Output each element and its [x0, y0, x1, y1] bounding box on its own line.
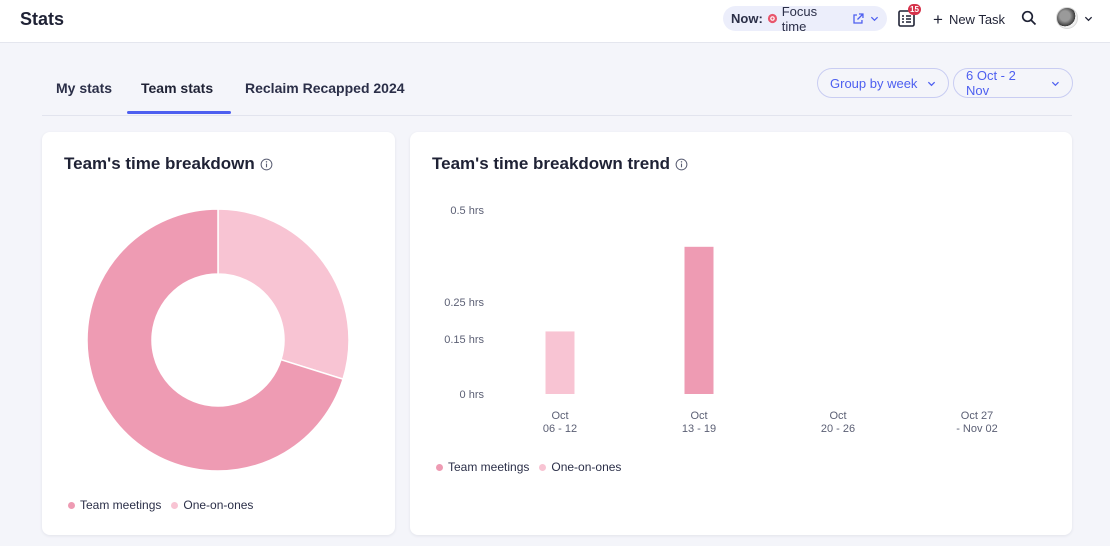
legend-swatch — [68, 501, 75, 509]
planner-icon[interactable] — [897, 8, 917, 28]
x-tick-label: 06 - 12 — [543, 423, 577, 435]
legend-swatch — [171, 501, 179, 509]
stats-tabs: My stats Team stats Reclaim Recapped 202… — [42, 70, 1072, 116]
legend-item-one-on-ones: One-on-ones — [539, 460, 621, 474]
active-tab-indicator — [127, 111, 231, 114]
legend-label: Team meetings — [80, 498, 162, 512]
legend-item-team-meetings: Team meetings — [68, 498, 161, 512]
now-label: Now: — [731, 11, 763, 26]
legend-item-one-on-ones: One-on-ones — [171, 498, 253, 512]
plus-icon: + — [933, 9, 943, 29]
legend-swatch — [539, 463, 547, 471]
legend-label: Team meetings — [448, 460, 530, 474]
info-icon[interactable] — [675, 158, 688, 171]
x-tick-label: Oct — [829, 410, 846, 422]
tab-team-stats[interactable]: Team stats — [141, 80, 214, 96]
new-task-label: New Task — [948, 11, 1006, 27]
chevron-down-icon — [928, 81, 936, 86]
x-tick-label: - Nov 02 — [956, 423, 998, 435]
page-title: Stats — [20, 9, 65, 29]
card-title: Team's time breakdown trend — [432, 154, 688, 174]
chevron-down-icon[interactable] — [1084, 14, 1093, 23]
x-tick-label: 13 - 19 — [682, 423, 716, 435]
new-task-button[interactable]: + New Task — [933, 10, 1005, 28]
x-tick-label: Oct — [551, 410, 568, 422]
external-link-icon[interactable] — [852, 12, 864, 25]
group-by-select[interactable]: Group by week — [817, 68, 950, 98]
legend-item-team-meetings: Team meetings — [436, 460, 529, 474]
tab-my-stats[interactable]: My stats — [56, 80, 113, 96]
legend-label: One-on-ones — [183, 498, 254, 512]
x-tick-label: 20 - 26 — [821, 423, 855, 435]
y-tick-label: 0.5 hrs — [450, 205, 484, 217]
time-breakdown-trend-card: Team's time breakdown trend 0 hrs 0.15 hr… — [410, 132, 1072, 535]
date-range-label: 6 Oct - 2 Nov — [966, 68, 1016, 98]
target-icon — [767, 13, 777, 24]
time-breakdown-title: Team's time breakdown — [64, 154, 255, 173]
donut-slice-one-on-ones[interactable] — [217, 208, 350, 381]
chevron-down-icon[interactable] — [870, 14, 879, 23]
now-status-pill[interactable]: Now: Focus time — [723, 3, 887, 34]
avatar[interactable] — [1056, 7, 1078, 29]
bar-one-on-ones[interactable] — [545, 331, 575, 394]
time-breakdown-card: Team's time breakdown Team meetings One-… — [42, 132, 395, 535]
legend-swatch — [436, 463, 443, 471]
legend-label: One-on-ones — [551, 460, 622, 474]
search-icon[interactable] — [1021, 10, 1037, 26]
top-bar: Stats Now: Focus time 15 + New Task — [0, 0, 1110, 43]
y-tick-label: 0.25 hrs — [444, 297, 484, 309]
chevron-down-icon — [1052, 81, 1060, 86]
donut-chart — [86, 208, 350, 472]
planner-badge: 15 — [908, 4, 921, 15]
group-by-label: Group by week — [830, 75, 918, 91]
trend-legend: Team meetings One-on-ones — [436, 460, 631, 474]
info-icon[interactable] — [260, 158, 273, 171]
bar-team-meetings[interactable] — [684, 246, 714, 394]
y-tick-label: 0.15 hrs — [444, 334, 484, 346]
card-title: Team's time breakdown — [64, 154, 273, 174]
donut-legend: Team meetings One-on-ones — [68, 498, 263, 512]
x-tick-label: Oct 27 — [961, 410, 993, 422]
now-activity: Focus time — [781, 3, 818, 34]
x-tick-label: Oct — [690, 410, 707, 422]
donut-slice-team-meetings[interactable] — [86, 208, 344, 472]
tab-reclaim-recapped[interactable]: Reclaim Recapped 2024 — [245, 80, 405, 96]
trend-title: Team's time breakdown trend — [432, 154, 671, 173]
y-tick-label: 0 hrs — [460, 389, 485, 401]
date-range-select[interactable]: 6 Oct - 2 Nov — [953, 68, 1073, 98]
